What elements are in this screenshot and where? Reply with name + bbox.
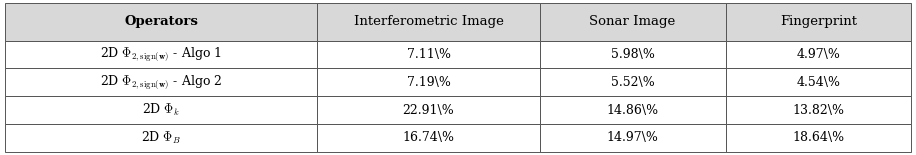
Text: 2D $\Phi_k$: 2D $\Phi_k$ bbox=[142, 102, 180, 118]
Bar bbox=[5, 69, 318, 96]
Bar bbox=[318, 3, 540, 41]
Text: Fingerprint: Fingerprint bbox=[780, 15, 857, 28]
Bar bbox=[5, 96, 318, 124]
Bar bbox=[725, 3, 911, 41]
Text: Sonar Image: Sonar Image bbox=[589, 15, 676, 28]
Text: 14.86\%: 14.86\% bbox=[606, 104, 659, 117]
Text: 18.64\%: 18.64\% bbox=[792, 131, 845, 144]
Text: Operators: Operators bbox=[124, 15, 198, 28]
Text: 2D $\Phi_{2,\mathrm{sign}(\mathbf{w})}$ - Algo 2: 2D $\Phi_{2,\mathrm{sign}(\mathbf{w})}$ … bbox=[100, 74, 222, 91]
Text: 16.74\%: 16.74\% bbox=[402, 131, 454, 144]
Bar bbox=[318, 41, 540, 69]
Bar bbox=[5, 3, 318, 41]
Text: 4.97\%: 4.97\% bbox=[797, 48, 840, 61]
Text: 13.82\%: 13.82\% bbox=[792, 104, 845, 117]
Bar bbox=[318, 69, 540, 96]
Bar bbox=[5, 124, 318, 152]
Bar bbox=[540, 3, 725, 41]
Bar bbox=[540, 96, 725, 124]
Text: 14.97\%: 14.97\% bbox=[606, 131, 659, 144]
Text: 7.19\%: 7.19\% bbox=[407, 76, 451, 89]
Text: Interferometric Image: Interferometric Image bbox=[354, 15, 504, 28]
Text: 2D $\Phi_{2,\mathrm{sign}(\mathbf{w})}$ - Algo 1: 2D $\Phi_{2,\mathrm{sign}(\mathbf{w})}$ … bbox=[100, 46, 222, 63]
Bar bbox=[540, 69, 725, 96]
Bar bbox=[540, 124, 725, 152]
Text: 4.54\%: 4.54\% bbox=[797, 76, 841, 89]
Bar bbox=[318, 96, 540, 124]
Text: 5.98\%: 5.98\% bbox=[611, 48, 655, 61]
Text: 2D $\Phi_B$: 2D $\Phi_B$ bbox=[141, 130, 181, 146]
Text: 22.91\%: 22.91\% bbox=[403, 104, 454, 117]
Bar bbox=[725, 124, 911, 152]
Bar bbox=[318, 124, 540, 152]
Bar bbox=[5, 41, 318, 69]
Bar bbox=[725, 69, 911, 96]
Bar bbox=[540, 41, 725, 69]
Text: 5.52\%: 5.52\% bbox=[611, 76, 654, 89]
Text: 7.11\%: 7.11\% bbox=[407, 48, 451, 61]
Bar bbox=[725, 96, 911, 124]
Bar bbox=[725, 41, 911, 69]
